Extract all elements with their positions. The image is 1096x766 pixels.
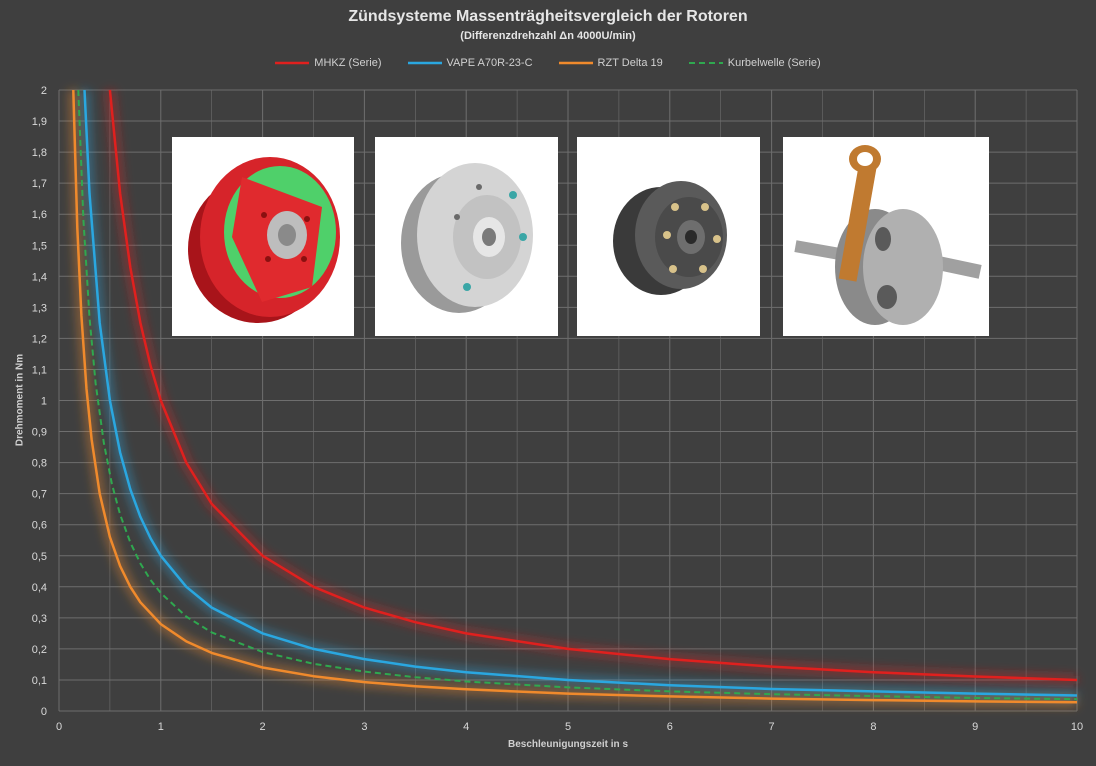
y-tick-label: 0,6 <box>32 520 47 532</box>
y-tick-label: 0,9 <box>32 427 47 439</box>
x-tick-label: 4 <box>463 721 469 733</box>
y-tick-label: 1,8 <box>32 147 47 159</box>
y-tick-label: 0,5 <box>32 551 47 563</box>
legend-item-kurbelwelle: Kurbelwelle (Serie) <box>688 57 821 69</box>
legend: MHKZ (Serie) VAPE A70R-23-C RZT Delta 19… <box>0 57 1096 69</box>
y-tick-label: 0,8 <box>32 458 47 470</box>
y-tick-label: 1 <box>41 396 47 408</box>
y-tick-label: 2 <box>41 85 47 97</box>
legend-swatch-vape <box>407 61 442 65</box>
y-tick-label: 0 <box>41 706 47 718</box>
x-tick-label: 9 <box>972 721 978 733</box>
y-tick-label: 1,3 <box>32 302 47 314</box>
series-line-2 <box>72 89 1078 704</box>
legend-label-vape: VAPE A70R-23-C <box>446 57 533 69</box>
series-line-3 <box>77 89 1078 701</box>
series-line-1 <box>83 89 1078 697</box>
y-tick-label: 1,9 <box>32 116 47 128</box>
mhkz-rotor-image <box>172 137 354 336</box>
kurbelwelle-image <box>783 137 989 336</box>
y-tick-label: 0,3 <box>32 613 47 625</box>
y-tick-label: 1,4 <box>32 271 47 283</box>
legend-swatch-mhkz <box>275 61 310 65</box>
x-tick-label: 6 <box>667 721 673 733</box>
legend-swatch-kurbelwelle <box>688 62 723 64</box>
chart-subtitle: (Differenzdrehzahl Δn 4000U/min) <box>460 30 636 42</box>
y-tick-label: 1,6 <box>32 209 47 221</box>
chart-title: Zündsysteme Massenträgheitsvergleich der… <box>348 8 748 25</box>
y-tick-label: 1,7 <box>32 178 47 190</box>
rzt-rotor-image <box>577 137 760 336</box>
y-tick-label: 1,5 <box>32 240 47 252</box>
x-tick-label: 1 <box>158 721 164 733</box>
x-axis-label: Beschleunigungszeit in s <box>507 739 629 750</box>
y-tick-label: 0,2 <box>32 644 47 656</box>
legend-label-mhkz: MHKZ (Serie) <box>314 57 382 69</box>
legend-label-kurbelwelle: Kurbelwelle (Serie) <box>727 57 821 69</box>
series-line-0 <box>108 89 1078 682</box>
y-tick-label: 1,2 <box>32 333 47 345</box>
legend-item-rzt: RZT Delta 19 <box>558 57 663 69</box>
legend-swatch-rzt <box>558 61 593 65</box>
y-tick-label: 0,1 <box>32 675 47 687</box>
x-tick-label: 7 <box>769 721 775 733</box>
x-tick-label: 3 <box>361 721 367 733</box>
x-tick-label: 0 <box>56 721 62 733</box>
y-tick-label: 0,7 <box>32 489 47 501</box>
legend-item-vape: VAPE A70R-23-C <box>407 57 533 69</box>
x-tick-label: 10 <box>1071 721 1083 733</box>
y-axis-label: Drehmoment in Nm <box>14 353 26 447</box>
x-tick-label: 5 <box>565 721 571 733</box>
legend-item-mhkz: MHKZ (Serie) <box>275 57 382 69</box>
x-tick-label: 2 <box>260 721 266 733</box>
vape-rotor-image <box>375 137 558 336</box>
x-tick-label: 8 <box>870 721 876 733</box>
y-tick-label: 0,4 <box>32 582 47 594</box>
y-tick-label: 1,1 <box>32 364 47 376</box>
legend-label-rzt: RZT Delta 19 <box>597 57 663 69</box>
